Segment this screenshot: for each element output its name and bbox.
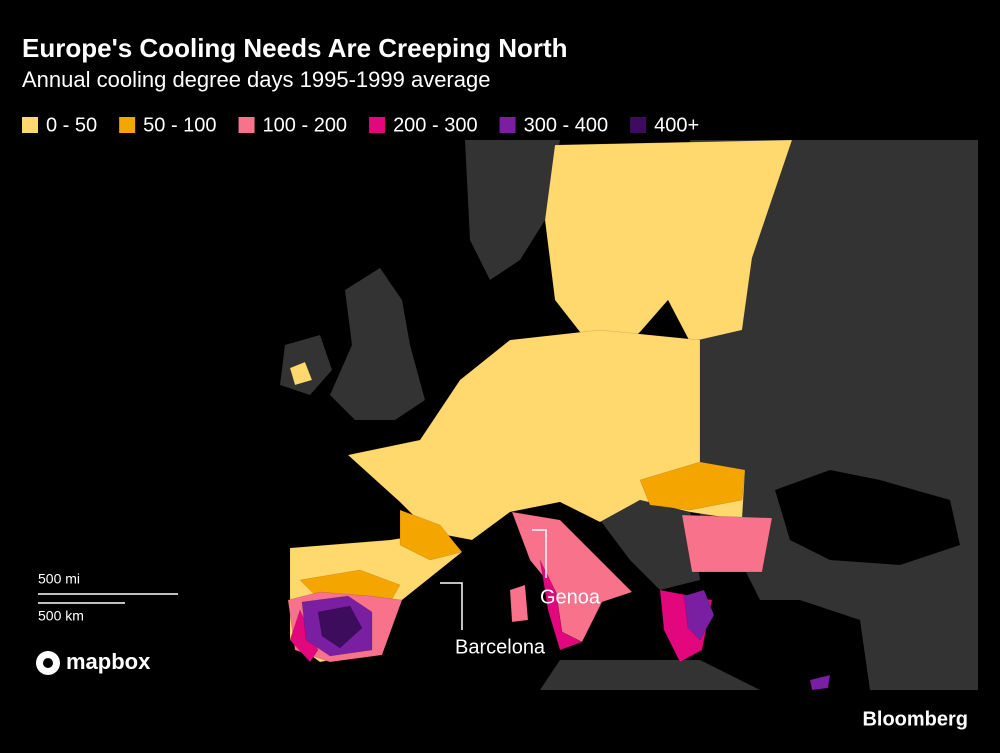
region xyxy=(317,605,363,649)
legend-label: 300 - 400 xyxy=(524,114,609,136)
land xyxy=(330,268,425,420)
land xyxy=(465,140,560,280)
subtitle: Annual cooling degree days 1995-1999 ave… xyxy=(22,67,490,92)
scale-label: 500 mi xyxy=(38,571,80,587)
region xyxy=(509,584,529,623)
legend: 0 - 50 50 - 100 100 - 200 200 - 300 300 - 40… xyxy=(22,114,699,136)
leader-line xyxy=(440,582,463,630)
legend-swatch xyxy=(22,117,38,133)
region xyxy=(289,361,313,386)
legend-label: 200 - 300 xyxy=(393,114,478,136)
land xyxy=(540,660,760,690)
region xyxy=(399,509,463,561)
legend-swatch xyxy=(238,117,255,133)
scale-label: 500 km xyxy=(38,608,84,624)
legend-label: 100 - 200 xyxy=(263,114,348,136)
region xyxy=(289,609,319,663)
region xyxy=(683,589,715,641)
annotation: Genoa xyxy=(540,586,601,608)
region xyxy=(809,674,831,691)
legend-label: 50 - 100 xyxy=(143,114,216,136)
map-credit: mapbox xyxy=(66,649,151,674)
legend-label: 400+ xyxy=(654,114,699,136)
region xyxy=(681,514,773,573)
mapbox-logo xyxy=(43,658,53,668)
leader-line xyxy=(532,529,547,578)
region xyxy=(639,461,746,511)
black-sea xyxy=(775,470,960,565)
title: Europe's Cooling Needs Are Creeping Nort… xyxy=(22,33,568,63)
legend-swatch xyxy=(630,117,647,133)
legend-swatch xyxy=(369,117,386,133)
land xyxy=(600,500,700,590)
region xyxy=(544,139,793,361)
annotation: Barcelona xyxy=(455,636,546,658)
legend-swatch xyxy=(499,117,516,133)
map: Barcelona Genoa xyxy=(280,139,978,691)
source-credit: Bloomberg xyxy=(862,708,968,730)
legend-swatch xyxy=(119,117,136,133)
region xyxy=(539,559,583,651)
legend-label: 0 - 50 xyxy=(46,114,97,136)
